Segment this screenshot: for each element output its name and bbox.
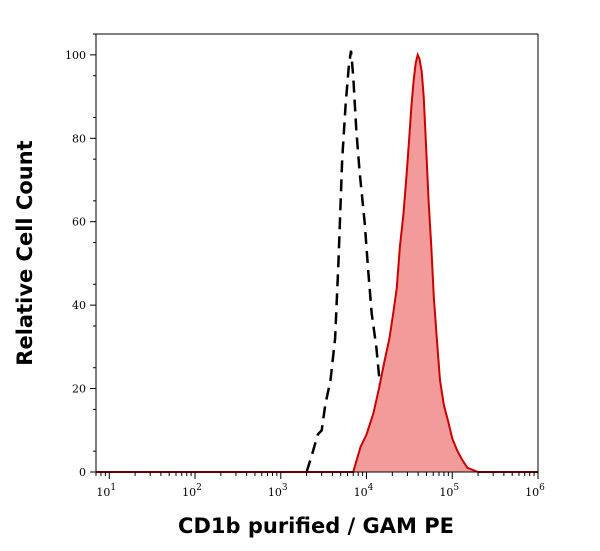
y-tick-label: 40 xyxy=(72,299,86,312)
x-tick-label: 101 xyxy=(96,483,116,499)
series-fill-1 xyxy=(96,54,538,473)
plot-area xyxy=(96,50,538,473)
y-axis-title: Relative Cell Count xyxy=(13,140,37,365)
y-tick-label: 0 xyxy=(79,466,86,479)
x-tick-label: 102 xyxy=(182,483,202,499)
x-tick-label: 104 xyxy=(354,483,374,499)
y-tick-label: 100 xyxy=(65,49,86,62)
x-tick-label: 103 xyxy=(268,483,288,499)
x-axis-title: CD1b purified / GAM PE xyxy=(178,514,454,538)
axes: CD1b purified / GAM PE Relative Cell Cou… xyxy=(13,33,545,538)
y-tick-label: 20 xyxy=(72,383,86,396)
y-tick-label: 80 xyxy=(72,132,86,145)
y-tick-label: 60 xyxy=(72,216,86,229)
x-tick-label: 105 xyxy=(439,483,459,499)
x-tick-label: 106 xyxy=(525,483,545,499)
series-line-1 xyxy=(96,51,538,473)
